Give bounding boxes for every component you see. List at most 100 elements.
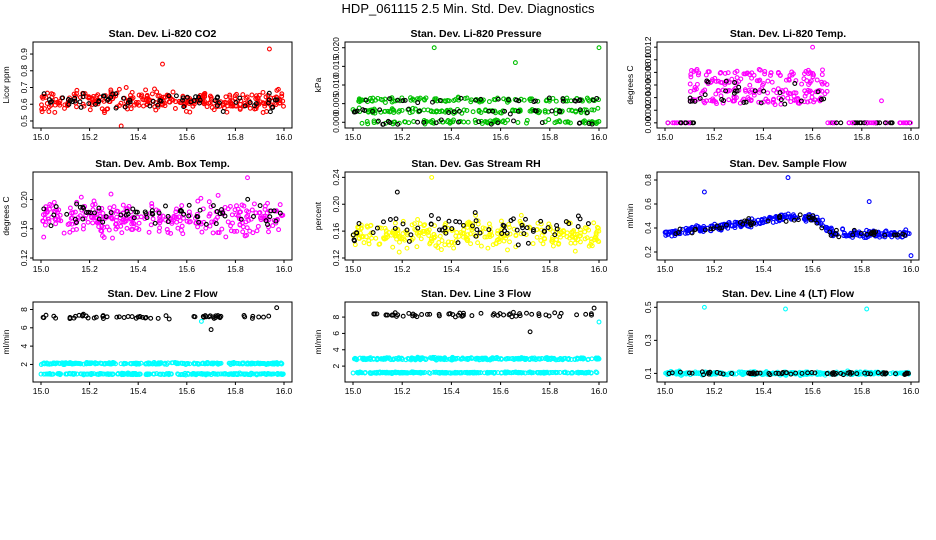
- data-point: [537, 356, 543, 362]
- data-point: [506, 97, 511, 103]
- x-tick-label: 15.6: [492, 132, 509, 142]
- data-point: [567, 120, 573, 126]
- data-point: [814, 220, 820, 226]
- data-point: [422, 97, 428, 103]
- data-point: [423, 357, 429, 363]
- data-point: [563, 119, 568, 125]
- data-point: [475, 221, 481, 227]
- data-point: [251, 201, 257, 207]
- data-point: [219, 207, 224, 213]
- data-point: [256, 314, 262, 320]
- data-point: [783, 372, 789, 378]
- data-point: [187, 361, 193, 367]
- data-point: [118, 212, 124, 218]
- data-point: [85, 371, 91, 377]
- x-tick-label: 16.0: [591, 132, 608, 142]
- data-point: [665, 120, 671, 126]
- data-point: [400, 221, 406, 227]
- y-tick-label: 0.5: [643, 301, 653, 313]
- data-point: [381, 219, 386, 225]
- data-point: [144, 93, 150, 98]
- data-point: [208, 204, 214, 210]
- data-point: [420, 228, 426, 234]
- data-point: [902, 232, 908, 238]
- data-point: [785, 175, 791, 181]
- data-point: [394, 189, 400, 195]
- data-point: [50, 91, 56, 97]
- data-point: [582, 229, 588, 235]
- data-point: [804, 78, 810, 84]
- data-point: [375, 95, 381, 101]
- x-tick-label: 15.2: [706, 264, 723, 274]
- data-point: [577, 97, 583, 103]
- data-point: [575, 237, 581, 243]
- data-point: [165, 360, 171, 366]
- data-point: [87, 360, 93, 366]
- data-point: [760, 99, 766, 105]
- data-point: [80, 94, 86, 100]
- data-point: [359, 120, 365, 126]
- data-point: [108, 87, 114, 93]
- data-point: [102, 110, 107, 116]
- data-point: [821, 370, 827, 376]
- data-point: [742, 218, 748, 224]
- data-point: [422, 222, 428, 228]
- data-point: [783, 87, 789, 93]
- data-point: [390, 244, 396, 250]
- data-point: [761, 81, 766, 87]
- data-point: [208, 327, 214, 333]
- data-point: [123, 85, 129, 90]
- data-point: [406, 106, 412, 112]
- data-point: [538, 238, 544, 243]
- data-point: [216, 230, 222, 236]
- data-point: [108, 191, 114, 197]
- y-tick-label: 0.004: [643, 87, 653, 109]
- data-point: [702, 227, 708, 233]
- data-point: [222, 213, 228, 219]
- x-tick-label: 15.6: [804, 264, 821, 274]
- data-point: [370, 108, 375, 114]
- data-point: [525, 240, 531, 246]
- data-point: [122, 371, 128, 377]
- data-point: [460, 222, 466, 228]
- data-point: [566, 107, 572, 113]
- data-point: [213, 221, 219, 227]
- data-point: [812, 370, 818, 376]
- data-point: [415, 119, 421, 125]
- data-point: [688, 74, 694, 80]
- data-point: [783, 306, 788, 312]
- data-point: [410, 369, 416, 375]
- data-point: [64, 211, 70, 217]
- data-point: [38, 371, 44, 377]
- data-point: [81, 222, 87, 228]
- data-point: [475, 218, 481, 224]
- data-point: [585, 221, 591, 227]
- data-point: [53, 221, 59, 227]
- data-point: [561, 229, 566, 234]
- data-point: [110, 235, 115, 241]
- data-point: [732, 225, 738, 231]
- data-point: [871, 120, 876, 126]
- data-point: [702, 100, 708, 106]
- data-point: [96, 208, 102, 214]
- y-tick-label: 0.012: [643, 36, 653, 58]
- x-axis: 15.0 15.2 15.4 15.6 15.8 16.0: [33, 128, 293, 142]
- data-point: [393, 98, 398, 104]
- data-point: [226, 360, 232, 366]
- data-point: [816, 88, 822, 94]
- data-point: [511, 118, 516, 124]
- data-point: [374, 225, 380, 231]
- data-point: [146, 229, 152, 235]
- data-point: [575, 231, 580, 237]
- data-point: [883, 228, 889, 234]
- data-point: [785, 214, 791, 220]
- data-point: [515, 108, 521, 114]
- data-point: [386, 370, 392, 376]
- data-point: [572, 248, 578, 254]
- data-point: [594, 95, 600, 101]
- data-point: [426, 227, 432, 233]
- data-point: [490, 356, 495, 362]
- data-point: [245, 361, 251, 367]
- data-point: [495, 120, 501, 126]
